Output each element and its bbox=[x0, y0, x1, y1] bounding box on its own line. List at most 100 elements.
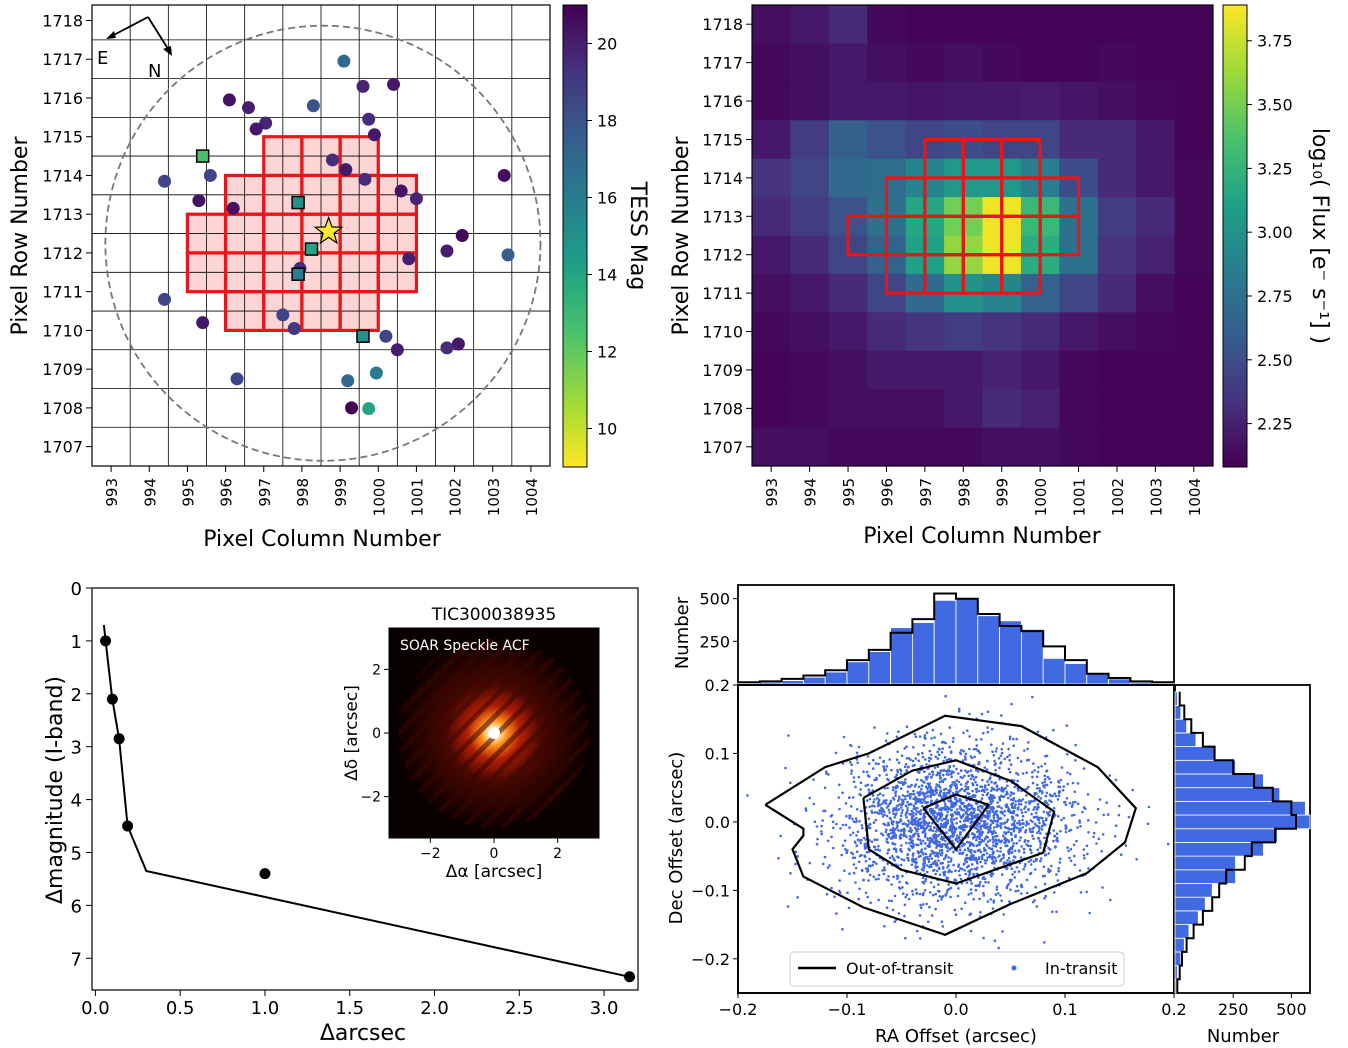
in-transit-point bbox=[1048, 793, 1052, 796]
in-transit-point bbox=[850, 805, 853, 808]
tl-square-star bbox=[356, 329, 370, 343]
tr-heatmap-cell bbox=[944, 312, 983, 352]
in-transit-point bbox=[917, 785, 921, 789]
in-transit-point bbox=[1109, 898, 1112, 902]
tr-ytick-label: 1715 bbox=[702, 130, 743, 149]
in-transit-point bbox=[970, 774, 974, 777]
tr-heatmap-cell bbox=[752, 158, 791, 198]
in-transit-point bbox=[961, 814, 965, 818]
in-transit-point bbox=[887, 808, 891, 812]
in-transit-point bbox=[1043, 780, 1047, 784]
in-transit-point bbox=[932, 851, 935, 855]
in-transit-point bbox=[931, 829, 935, 833]
in-transit-point bbox=[934, 788, 938, 792]
in-transit-point bbox=[1003, 831, 1006, 834]
tr-heatmap-cell bbox=[790, 389, 830, 429]
in-transit-point bbox=[903, 765, 907, 769]
in-transit-point bbox=[925, 778, 928, 781]
in-transit-point bbox=[970, 882, 973, 885]
in-transit-point bbox=[977, 770, 980, 773]
in-transit-point bbox=[1007, 747, 1010, 751]
tr-heatmap-cell bbox=[752, 43, 791, 83]
in-transit-point bbox=[1006, 796, 1010, 800]
in-transit-point bbox=[992, 816, 996, 820]
in-transit-point bbox=[971, 789, 974, 793]
in-transit-point bbox=[905, 841, 908, 845]
in-transit-point bbox=[940, 806, 944, 810]
in-transit-point bbox=[1004, 844, 1007, 847]
in-transit-point bbox=[1021, 822, 1024, 825]
in-transit-point bbox=[954, 879, 958, 882]
in-transit-point bbox=[1031, 827, 1034, 831]
in-transit-point bbox=[940, 819, 944, 822]
in-transit-point bbox=[964, 757, 967, 761]
in-transit-point bbox=[1051, 794, 1055, 798]
tr-ytick-label: 1707 bbox=[702, 438, 743, 457]
in-transit-point bbox=[1076, 782, 1080, 785]
in-transit-point bbox=[995, 888, 999, 891]
in-transit-point bbox=[899, 772, 903, 776]
in-transit-point bbox=[976, 862, 979, 865]
in-transit-point bbox=[1008, 847, 1012, 851]
tr-heatmap-cell bbox=[1136, 235, 1176, 275]
in-transit-point bbox=[1032, 799, 1036, 803]
in-transit-point bbox=[963, 804, 966, 808]
in-transit-point bbox=[882, 810, 886, 813]
in-transit-point bbox=[959, 877, 963, 881]
tl-star bbox=[345, 401, 359, 415]
in-transit-point bbox=[900, 803, 904, 807]
in-transit-point bbox=[934, 786, 938, 789]
in-transit-point bbox=[1011, 810, 1015, 813]
inset-ytick-label: 2 bbox=[372, 662, 381, 678]
in-transit-point bbox=[968, 870, 972, 874]
in-transit-point bbox=[1006, 755, 1009, 759]
in-transit-point bbox=[1017, 803, 1021, 806]
in-transit-point bbox=[991, 853, 994, 856]
in-transit-point bbox=[898, 797, 901, 800]
in-transit-point bbox=[1012, 830, 1016, 833]
in-transit-point bbox=[1067, 876, 1071, 880]
compass-north-label: N bbox=[148, 61, 161, 82]
in-transit-point bbox=[1045, 817, 1048, 820]
in-transit-point bbox=[1010, 867, 1013, 870]
legend-point-swatch bbox=[1011, 965, 1017, 971]
in-transit-point bbox=[944, 826, 947, 829]
in-transit-point bbox=[885, 837, 889, 841]
in-transit-point bbox=[989, 898, 993, 901]
in-transit-point bbox=[876, 802, 880, 805]
in-transit-point bbox=[865, 850, 869, 854]
in-transit-point bbox=[1015, 813, 1018, 817]
in-transit-point bbox=[891, 809, 895, 813]
in-transit-point bbox=[978, 822, 981, 825]
in-transit-point bbox=[1055, 839, 1059, 842]
in-transit-point bbox=[972, 811, 975, 814]
tr-colorbar bbox=[1222, 4, 1248, 468]
in-transit-point bbox=[887, 875, 890, 878]
in-transit-point bbox=[939, 769, 942, 773]
in-transit-point bbox=[851, 856, 855, 860]
in-transit-point bbox=[975, 844, 978, 847]
in-transit-point bbox=[1014, 889, 1018, 893]
in-transit-point bbox=[1005, 803, 1009, 806]
in-transit-point bbox=[856, 761, 859, 765]
in-transit-point bbox=[958, 707, 961, 711]
in-transit-point bbox=[952, 863, 955, 867]
tr-heatmap-cell bbox=[1136, 427, 1176, 467]
in-transit-point bbox=[960, 852, 964, 856]
hist-top-bar bbox=[824, 671, 848, 685]
in-transit-point bbox=[918, 838, 922, 842]
in-transit-point bbox=[960, 907, 963, 911]
in-transit-point bbox=[950, 775, 953, 779]
in-transit-point bbox=[1036, 848, 1039, 851]
in-transit-point bbox=[813, 820, 817, 823]
in-transit-point bbox=[935, 846, 938, 849]
in-transit-point bbox=[881, 802, 884, 805]
in-transit-point bbox=[1032, 837, 1035, 840]
in-transit-point bbox=[902, 833, 905, 837]
in-transit-point bbox=[983, 859, 987, 862]
in-transit-point bbox=[887, 849, 890, 852]
tl-star bbox=[367, 128, 381, 142]
in-transit-point bbox=[1066, 771, 1069, 774]
in-transit-point bbox=[966, 808, 969, 812]
in-transit-point bbox=[998, 766, 1001, 770]
